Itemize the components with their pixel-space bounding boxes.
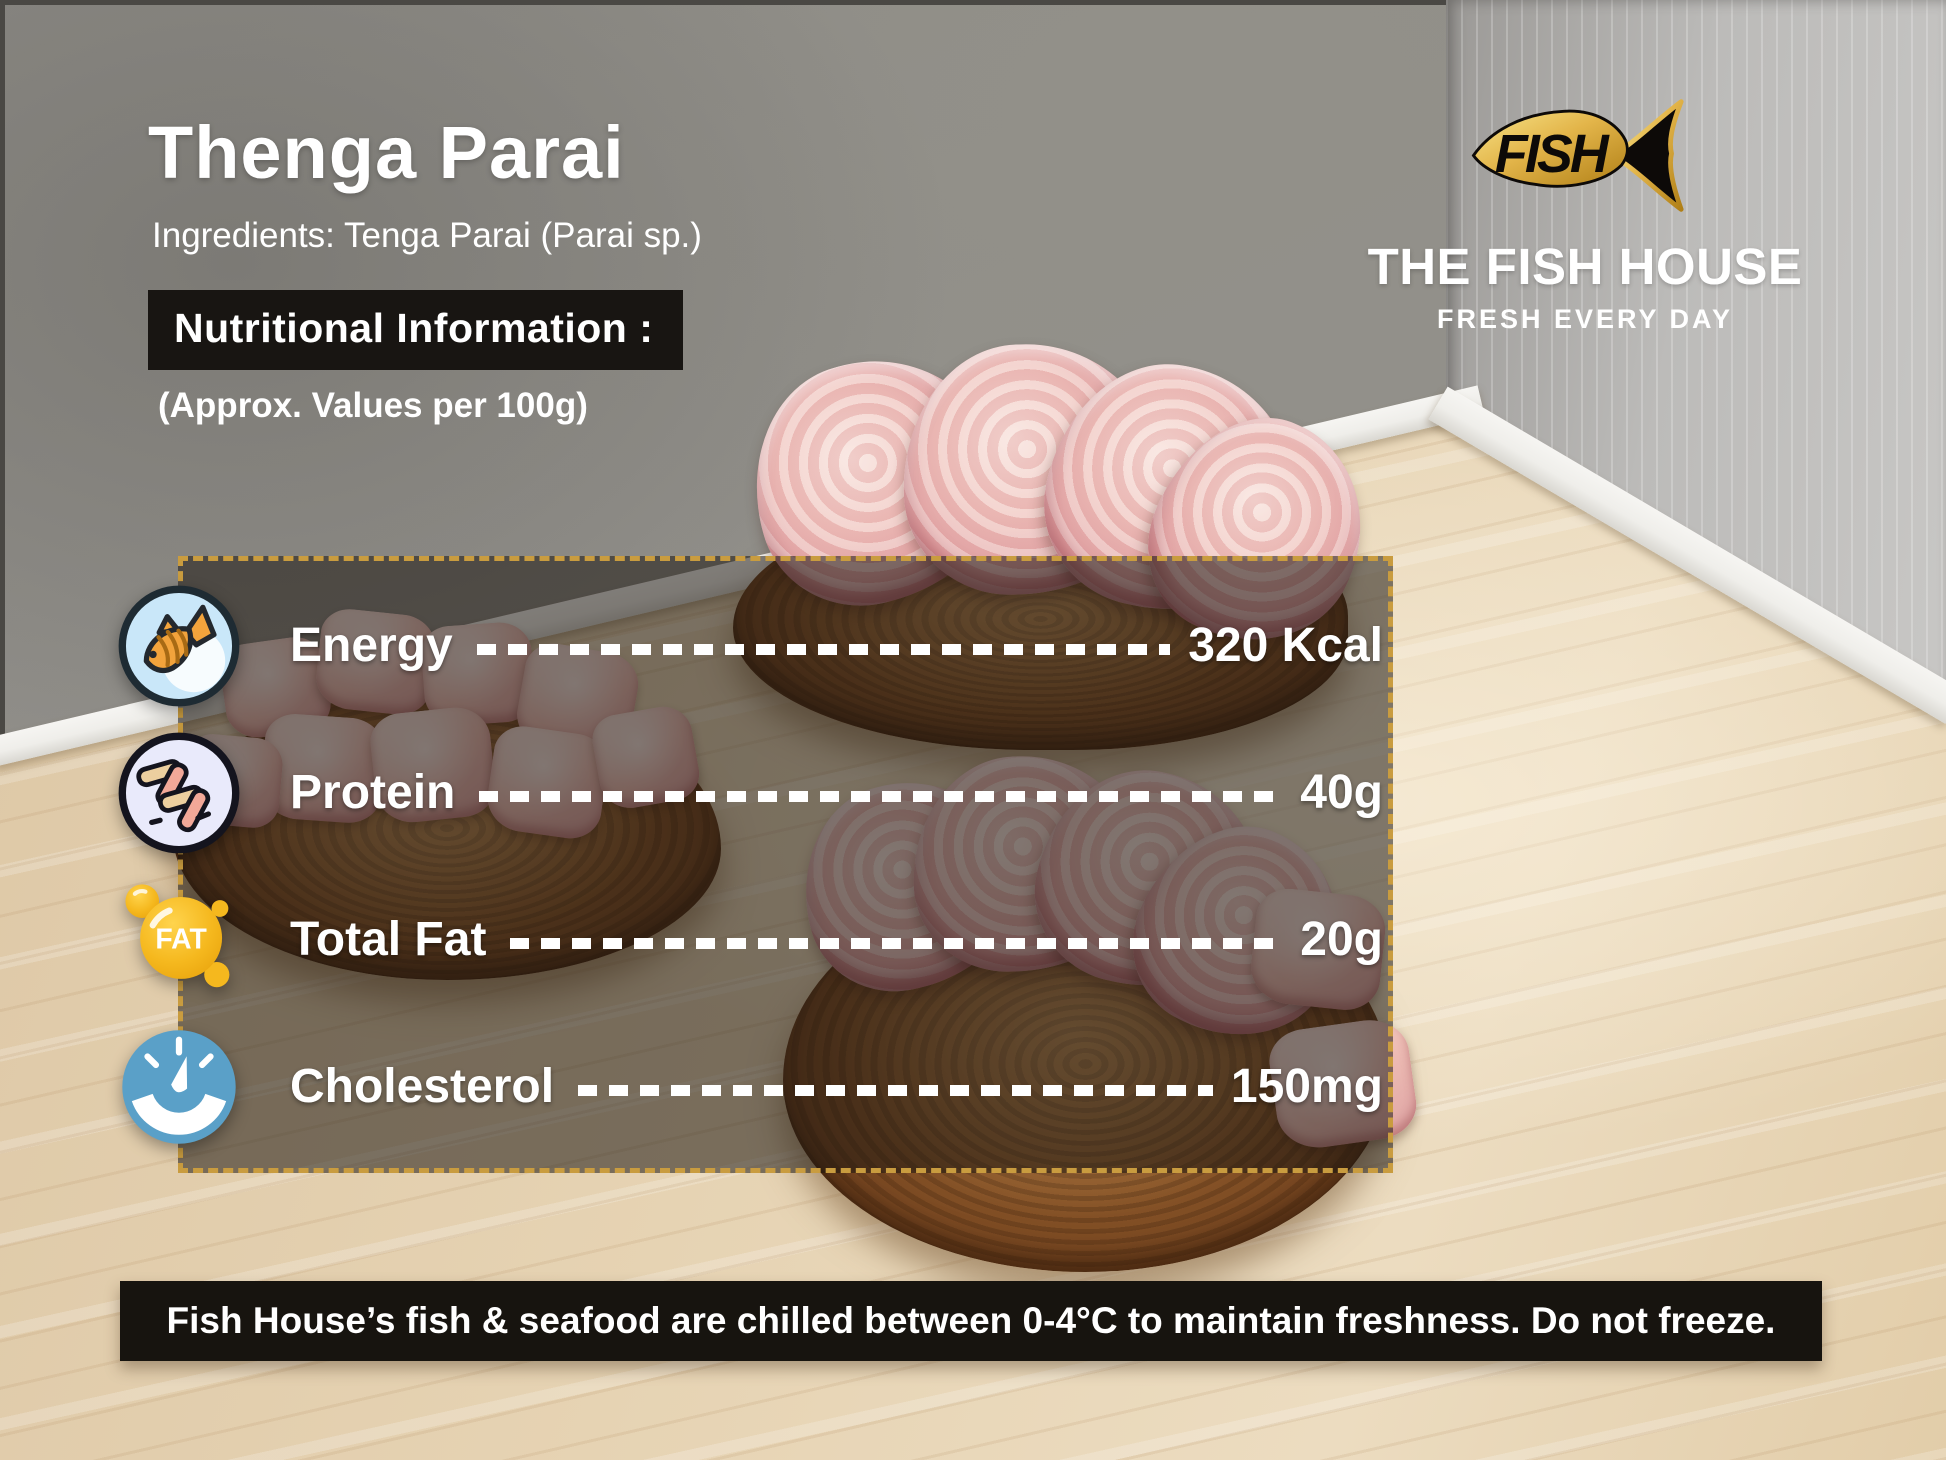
storage-note-bar: Fish House’s fish & seafood are chilled …: [120, 1281, 1822, 1361]
nutrition-row-cholesterol: Cholesterol 150mg: [122, 1013, 1393, 1160]
nutrition-label: Energy: [290, 619, 453, 672]
nutrition-value: 320 Kcal: [1188, 619, 1383, 672]
nutrition-value: 20g: [1300, 913, 1383, 966]
nutrition-label: Total Fat: [290, 913, 487, 966]
brand-tagline: FRESH EVERY DAY: [1436, 304, 1734, 334]
fat-badge-text: FAT: [155, 923, 206, 955]
nutrition-row-total-fat: FAT Total Fat 20g: [125, 866, 1393, 1013]
nutrition-row-protein: Protein 40g: [118, 719, 1393, 866]
gauge-icon: [116, 1024, 242, 1150]
nutrition-label: Cholesterol: [290, 1060, 555, 1113]
brand-block: FISH THE FISH HOUSE FRESH EVERY DAY: [1330, 88, 1840, 335]
page-title: Thenga Parai: [148, 111, 625, 194]
fish-icon: [116, 583, 242, 709]
approx-values-text: (Approx. Values per 100g): [158, 386, 588, 425]
dashed-leader: [479, 791, 1283, 802]
dashed-leader: [476, 644, 1171, 655]
storage-note-text: Fish House’s fish & seafood are chilled …: [166, 1300, 1776, 1341]
dashed-leader: [510, 938, 1283, 949]
logo-word: FISH: [1495, 124, 1610, 184]
brand-name: THE FISH HOUSE: [1367, 238, 1803, 295]
nutrition-value: 150mg: [1230, 1060, 1383, 1113]
nutrition-value: 40g: [1300, 766, 1383, 819]
ingredients-text: Ingredients: Tenga Parai (Parai sp.): [152, 216, 702, 255]
nutrition-row-energy: Energy 320 Kcal: [118, 572, 1393, 719]
dashed-leader: [578, 1085, 1213, 1096]
nutrition-heading-bar: Nutritional Information :: [148, 290, 684, 370]
fish-house-logo-icon: FISH: [1460, 88, 1710, 223]
nutrition-rows: Energy 320 Kcal Protein 40g: [118, 556, 1393, 1173]
nutrition-panel: [178, 556, 1393, 1173]
dna-icon: [116, 730, 242, 856]
fat-icon: FAT: [116, 877, 242, 1003]
nutrition-label: Protein: [290, 766, 456, 819]
